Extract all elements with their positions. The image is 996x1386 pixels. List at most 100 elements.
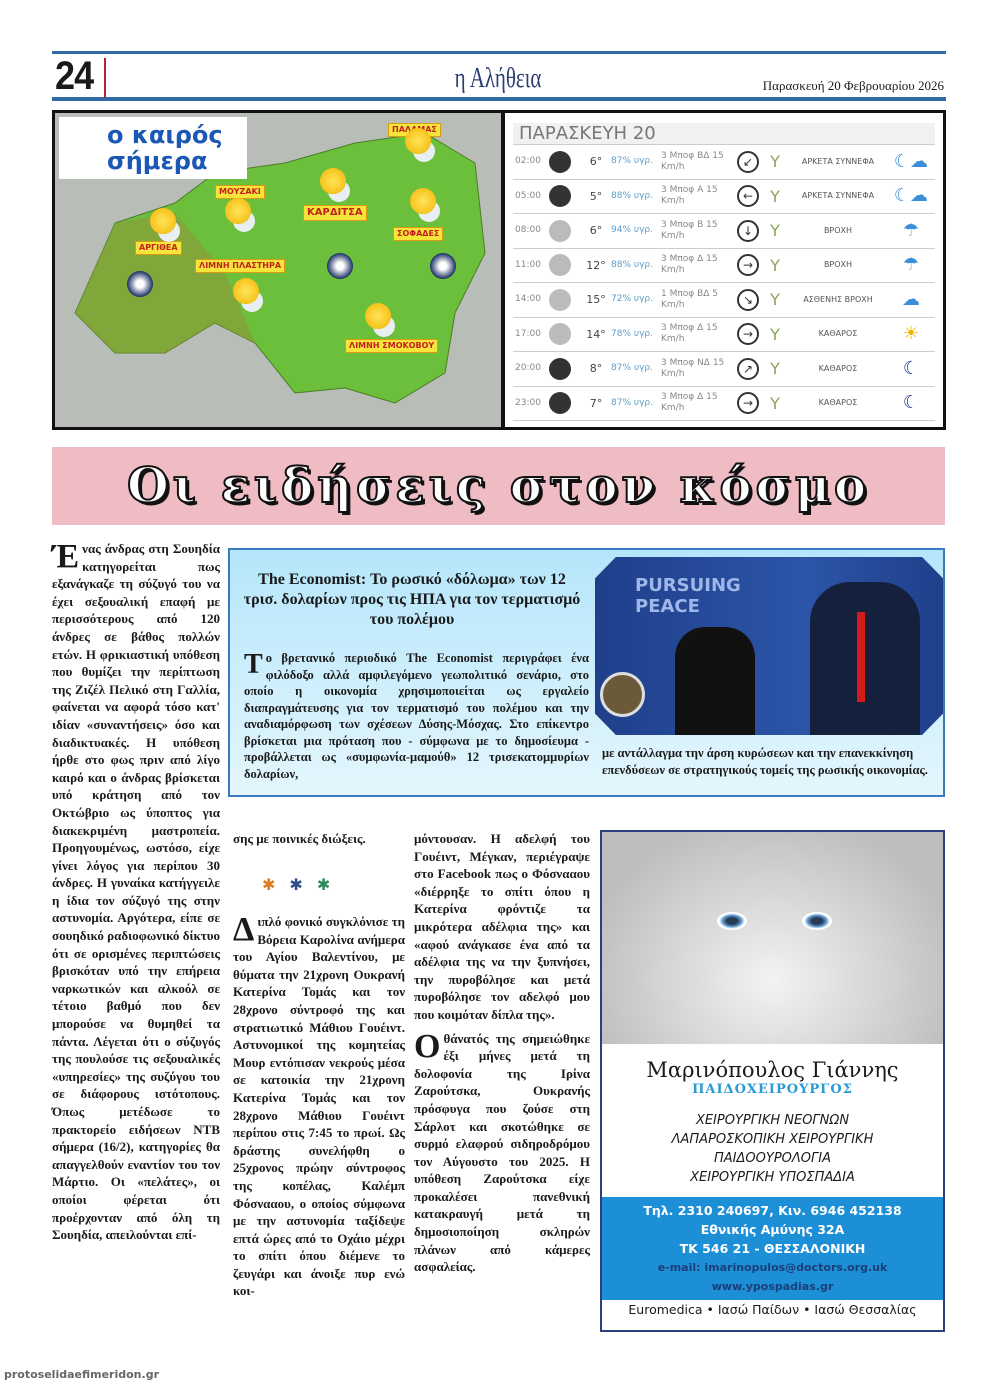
photo-tie — [857, 612, 865, 702]
section-separator: ✱✱✱ — [262, 875, 344, 894]
wind-direction-icon: ↘ — [737, 288, 759, 311]
forecast-row: 05:00 5° 88% υγρ. 3 Μποφ Α 15 Km/h ← Y Α… — [513, 180, 935, 214]
forecast-humidity: 78% υγρ. — [611, 328, 653, 339]
forecast-header: ΠΑΡΑΣΚΕΥΗ 20 — [513, 123, 935, 145]
article-text: ιπλό φονικό συγκλόνισε τη Βόρεια Καρολίν… — [233, 914, 405, 1299]
forecast-row: 14:00 15° 72% υγρ. 1 Μποφ ΒΔ 5 Km/h ↘ Y … — [513, 283, 935, 318]
clock-icon — [549, 185, 571, 208]
wind-direction-icon: → — [737, 323, 759, 346]
map-label: ΚΑΡΔΙΤΣΑ — [303, 205, 367, 221]
night-cloud-icon — [327, 253, 353, 279]
wind-direction-icon: ↓ — [737, 219, 759, 242]
forecast-condition: ΑΡΚΕΤΑ ΣΥΝΝΕΦΑ — [801, 191, 875, 201]
forecast-time: 17:00 — [515, 328, 541, 339]
ad-specialty: ΛΑΠΑΡΟΣΚΟΠΙΚΗ ΧΕΙΡΟΥΡΓΙΚΗ — [671, 1132, 874, 1147]
forecast-condition: ΑΡΚΕΤΑ ΣΥΝΝΕΦΑ — [801, 156, 875, 166]
forecast-row: 11:00 12° 88% υγρ. 3 Μποφ Δ 15 Km/h → Y … — [513, 249, 935, 283]
forecast-temp: 8° — [589, 362, 603, 376]
clock-icon — [549, 219, 571, 242]
forecast-condition: ΚΑΘΑΡΟΣ — [818, 363, 858, 373]
forecast-time: 11:00 — [515, 259, 541, 270]
photo-backdrop-text: PURSUING PEACE — [635, 575, 741, 617]
ad-email[interactable]: e-mail: imarinopulos@doctors.org.uk — [657, 1261, 888, 1274]
wind-strength-icon: Y — [770, 324, 780, 344]
forecast-temp: 6° — [589, 155, 603, 169]
star-icon: ✱ — [316, 875, 345, 894]
night-cloud-icon: ☾☁ — [893, 185, 929, 207]
doctor-advertisement: Μαρινόπουλος Γιάννης ΠΑΙΔΟΧΕΙΡΟΥΡΓΟΣ ΧΕΙ… — [600, 830, 945, 1332]
moon-icon: ☾ — [902, 357, 920, 379]
map-label: ΜΟΥΖΑΚΙ — [215, 185, 265, 199]
forecast-temp: 14° — [586, 327, 606, 341]
ad-specialty: ΧΕΙΡΟΥΡΓΙΚΗ ΥΠΟΣΠΑΔΙΑ — [690, 1170, 855, 1185]
wind-strength-icon: Y — [770, 152, 780, 172]
article-carolina-col3: μόντουσαν. Η αδελφή του Γουέιντ, Μέγκαν,… — [414, 830, 590, 1276]
weather-map: ο καιρός σήμερα ΠΑΛΑΜΑΣ ΜΟΥΖΑΚΙ ΚΑΡΔΙΤΣΑ… — [55, 113, 501, 427]
top-rule — [52, 51, 946, 54]
forecast-humidity: 87% υγρ. — [611, 397, 653, 408]
feature-box: The Economist: Το ρωσικό «δόλωμα» των 12… — [228, 548, 945, 797]
forecast-condition: ΚΑΘΑΡΟΣ — [818, 398, 858, 408]
ad-doctor-name: Μαρινόπουλος Γιάννης — [646, 1058, 899, 1082]
hourly-forecast-table: ΠΑΡΑΣΚΕΥΗ 20 02:00 6° 87% υγρ. 3 Μποφ ΒΔ… — [505, 113, 943, 427]
presidential-seal — [600, 672, 645, 717]
map-label: ΛΙΜΝΗ ΠΛΑΣΤΗΡΑ — [195, 259, 286, 273]
clock-icon — [549, 254, 571, 277]
clock-icon — [549, 392, 571, 415]
forecast-time: 14:00 — [515, 294, 541, 305]
night-cloud-icon — [430, 253, 456, 279]
forecast-time: 20:00 — [515, 363, 541, 374]
eye — [717, 912, 747, 930]
rain-icon: ☂ — [902, 219, 920, 241]
sun-cloud-icon — [410, 188, 436, 214]
issue-date: Παρασκευή 20 Φεβρουαρίου 2026 — [762, 78, 944, 93]
forecast-condition: ΒΡΟΧΗ — [823, 225, 853, 235]
forecast-wind: 3 Μποφ ΒΔ 15 Km/h — [661, 150, 724, 172]
drop-cap: Τ — [244, 649, 263, 680]
night-cloud-icon — [127, 271, 153, 297]
clock-icon — [549, 150, 571, 173]
wind-strength-icon: Y — [770, 359, 780, 379]
page-number-bar — [104, 58, 106, 98]
map-label: ΣΟΦΑΔΕΣ — [393, 227, 444, 241]
ad-website[interactable]: www.ypospadias.gr — [711, 1280, 834, 1293]
forecast-wind: 3 Μποφ Δ 15 Km/h — [661, 392, 718, 414]
drop-cap: Δ — [233, 911, 255, 948]
wind-strength-icon: Y — [770, 290, 780, 310]
light-rain-icon: ☁ — [902, 288, 920, 310]
article-sweden-col2: σης με ποινικές διώξεις. — [233, 831, 366, 846]
forecast-wind: 1 Μποφ ΒΔ 5 Km/h — [661, 288, 718, 310]
forecast-wind: 3 Μποφ Δ 15 Km/h — [661, 254, 718, 276]
clock-icon — [549, 323, 571, 346]
page-number: 24 — [55, 54, 94, 98]
forecast-humidity: 72% υγρ. — [611, 294, 653, 305]
feature-headline: The Economist: Το ρωσικό «δόλωμα» των 12… — [243, 571, 581, 628]
forecast-wind: 3 Μποφ Δ 15 Km/h — [661, 323, 718, 345]
article-text: νας άνδρας στη Σουηδία κατηγορείται πως … — [52, 541, 220, 1243]
sun-cloud-icon — [225, 198, 251, 224]
forecast-temp: 12° — [586, 258, 606, 272]
sun-cloud-icon — [150, 208, 176, 234]
forecast-humidity: 88% υγρ. — [611, 259, 653, 270]
wind-strength-icon: Y — [770, 393, 780, 413]
ad-phone: Τηλ. 2310 240697, Κιν. 6946 452138 — [643, 1203, 902, 1218]
forecast-time: 05:00 — [515, 190, 541, 201]
wind-strength-icon: Y — [770, 221, 780, 241]
night-cloud-icon: ☾☁ — [893, 150, 929, 172]
forecast-wind: 3 Μποφ Β 15 Km/h — [661, 219, 718, 241]
forecast-humidity: 87% υγρ. — [611, 363, 653, 374]
forecast-wind: 3 Μποφ Α 15 Km/h — [661, 185, 718, 207]
star-icon: ✱ — [262, 875, 290, 894]
wind-direction-icon: → — [737, 254, 759, 277]
ad-contact-block: Τηλ. 2310 240697, Κιν. 6946 452138 Εθνικ… — [602, 1197, 943, 1300]
forecast-time: 02:00 — [515, 156, 541, 167]
map-label: ΛΙΜΝΗ ΣΜΟΚΟΒΟΥ — [345, 339, 439, 353]
drop-cap: Ο — [414, 1027, 441, 1065]
sun-cloud-icon — [405, 128, 431, 154]
forecast-temp: 6° — [589, 224, 603, 238]
forecast-row: 08:00 6° 94% υγρ. 3 Μποφ Β 15 Km/h ↓ Y Β… — [513, 214, 935, 249]
feature-continuation: με αντάλλαγμα την άρση κυρώσεων και την … — [602, 746, 928, 777]
rain-icon: ☂ — [902, 254, 920, 276]
